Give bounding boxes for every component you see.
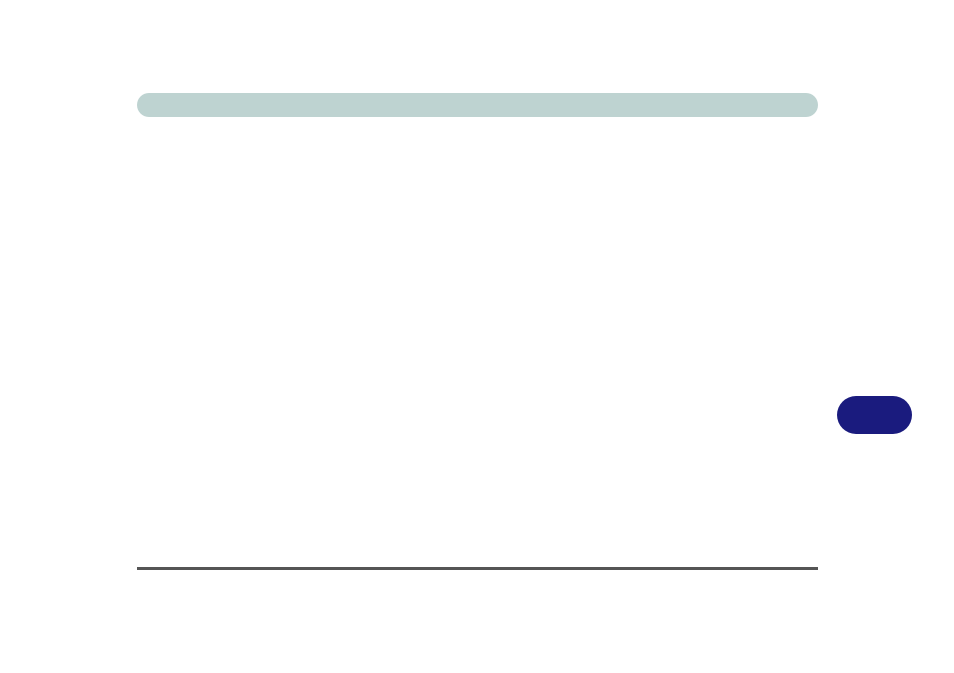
- divider-line: [137, 567, 818, 570]
- top-bar: [137, 93, 818, 117]
- pill-button[interactable]: [837, 396, 912, 434]
